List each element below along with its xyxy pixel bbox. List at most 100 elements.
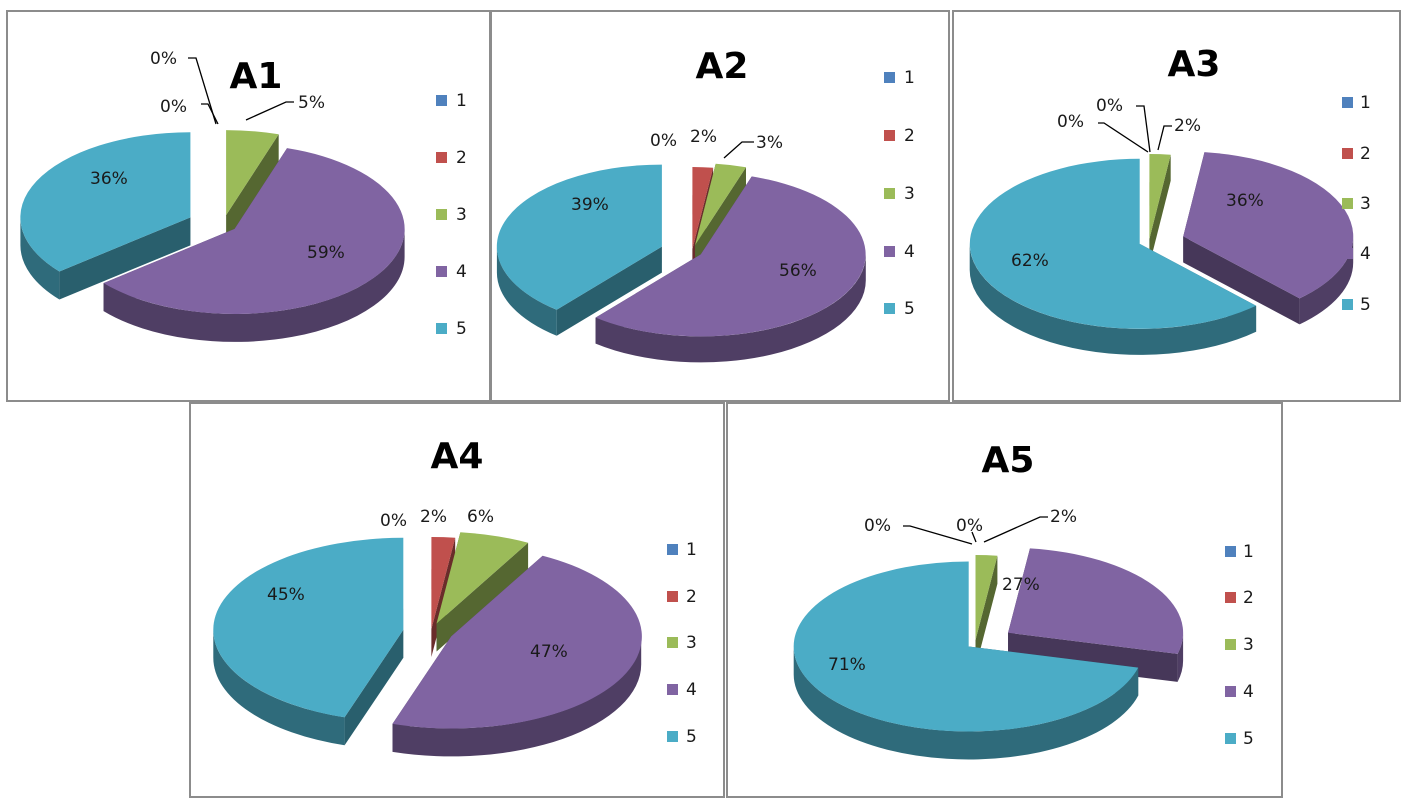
data-labels: 0% 0% 2% 36% 62% (1011, 96, 1264, 271)
legend: 1 2 3 4 5 (667, 540, 697, 747)
leader-line-2 (971, 531, 977, 543)
leader-line-1 (1136, 105, 1151, 153)
leader-line-3 (983, 516, 1048, 543)
legend-label-5: 5 (1243, 729, 1254, 749)
legend-label-2: 2 (456, 148, 467, 168)
chart-title: A2 (696, 46, 749, 87)
data-label-4: 56% (779, 261, 817, 281)
leader-line-3 (1157, 125, 1172, 151)
legend-swatch-5 (1342, 299, 1353, 310)
chart-title: A5 (982, 440, 1035, 481)
data-label-3: 2% (1050, 507, 1077, 527)
legend-swatch-4 (1342, 248, 1353, 259)
legend-swatch-5 (436, 323, 447, 334)
pie-slice-4 (103, 148, 405, 342)
data-label-1: 0% (150, 49, 177, 69)
pie-a1 (20, 130, 405, 342)
legend-swatch-3 (884, 188, 895, 199)
legend-label-4: 4 (456, 262, 467, 282)
legend-swatch-1 (1342, 97, 1353, 108)
pie-a2 (496, 163, 866, 363)
legend-label-5: 5 (1360, 295, 1371, 315)
chart-panel-a3: A3 1 2 3 4 5 0% 0% 2% 36% 62% (952, 10, 1401, 402)
data-label-3: 3% (756, 133, 783, 153)
legend-label-3: 3 (686, 633, 697, 653)
legend-swatch-1 (667, 544, 678, 555)
leader-line-1 (188, 57, 217, 125)
pie-slice-5 (496, 164, 662, 336)
chart-title: A1 (230, 56, 283, 97)
chart-panel-a1: A1 1 2 3 4 5 0% 0% 5% 59% 36% (6, 10, 491, 402)
legend-swatch-2 (1342, 148, 1353, 159)
data-label-4: 59% (307, 243, 345, 263)
legend-swatch-3 (667, 637, 678, 648)
data-label-4: 27% (1002, 575, 1040, 595)
pie-slice-4 (1183, 152, 1354, 325)
pie-chart-a3: A3 1 2 3 4 5 0% 0% 2% 36% 62% (969, 44, 1371, 355)
legend-label-1: 1 (1243, 542, 1254, 562)
pie-slice-4 (595, 176, 866, 363)
data-label-1: 0% (650, 131, 677, 151)
pie-slice-3 (975, 555, 998, 669)
chart-panel-a5: A5 1 2 3 4 5 0% 0% 2% 27% 71% (726, 402, 1283, 798)
pie-slice-3 (1149, 154, 1171, 266)
leader-line-2 (1098, 122, 1149, 153)
legend-swatch-1 (436, 95, 447, 106)
pie-a5 (793, 548, 1184, 760)
legend-swatch-2 (436, 152, 447, 163)
legend: 1 2 3 4 5 (884, 68, 915, 319)
data-label-4: 36% (1226, 191, 1264, 211)
pie-slice-5 (793, 561, 1139, 760)
data-labels: 0% 0% 2% 27% 71% (828, 507, 1077, 675)
pie-slice-5 (213, 537, 404, 746)
data-label-2: 0% (1057, 112, 1084, 132)
data-label-1: 0% (864, 516, 891, 536)
data-labels: 0% 2% 3% 56% 39% (571, 127, 817, 281)
chart-title: A3 (1168, 44, 1221, 85)
data-label-3: 6% (467, 507, 494, 527)
legend-label-4: 4 (686, 680, 697, 700)
chart-title: A4 (431, 436, 484, 477)
legend-label-1: 1 (904, 68, 915, 88)
legend-swatch-2 (667, 591, 678, 602)
legend-label-4: 4 (1360, 244, 1371, 264)
legend-label-1: 1 (686, 540, 697, 560)
pie-a3 (969, 152, 1354, 355)
leader-line-3 (245, 101, 294, 121)
legend-label-3: 3 (904, 184, 915, 204)
legend-swatch-4 (436, 266, 447, 277)
data-labels: 0% 0% 5% 59% 36% (90, 49, 345, 263)
pie-chart-a5: A5 1 2 3 4 5 0% 0% 2% 27% 71% (793, 440, 1254, 760)
legend-label-2: 2 (1243, 588, 1254, 608)
legend-label-1: 1 (1360, 93, 1371, 113)
legend: 1 2 3 4 5 (436, 91, 467, 339)
pie-chart-a4: A4 1 2 3 4 5 0% 2% 6% 47% 45% (213, 436, 697, 757)
legend-label-4: 4 (1243, 682, 1254, 702)
legend-label-3: 3 (1360, 194, 1371, 214)
data-label-3: 5% (298, 93, 325, 113)
data-label-5: 36% (90, 169, 128, 189)
legend-swatch-1 (1225, 546, 1236, 557)
pie-a4 (213, 532, 642, 757)
legend-label-5: 5 (456, 319, 467, 339)
legend-label-2: 2 (1360, 144, 1371, 164)
data-labels: 0% 2% 6% 47% 45% (267, 507, 568, 662)
data-label-2: 0% (956, 516, 983, 536)
data-label-3: 2% (1174, 116, 1201, 136)
legend-label-3: 3 (456, 205, 467, 225)
data-label-5: 62% (1011, 251, 1049, 271)
chart-panel-a4: A4 1 2 3 4 5 0% 2% 6% 47% 45% (189, 402, 725, 798)
legend-swatch-4 (884, 246, 895, 257)
legend-swatch-5 (667, 731, 678, 742)
legend-label-3: 3 (1243, 635, 1254, 655)
legend: 1 2 3 4 5 (1225, 542, 1254, 749)
legend-swatch-2 (884, 130, 895, 141)
legend-swatch-1 (884, 72, 895, 83)
legend-label-1: 1 (456, 91, 467, 111)
pie-slice-4 (392, 555, 642, 757)
legend-label-5: 5 (686, 727, 697, 747)
legend-swatch-5 (884, 303, 895, 314)
data-label-1: 0% (1096, 96, 1123, 116)
leader-line-2 (201, 103, 219, 125)
data-label-5: 39% (571, 195, 609, 215)
